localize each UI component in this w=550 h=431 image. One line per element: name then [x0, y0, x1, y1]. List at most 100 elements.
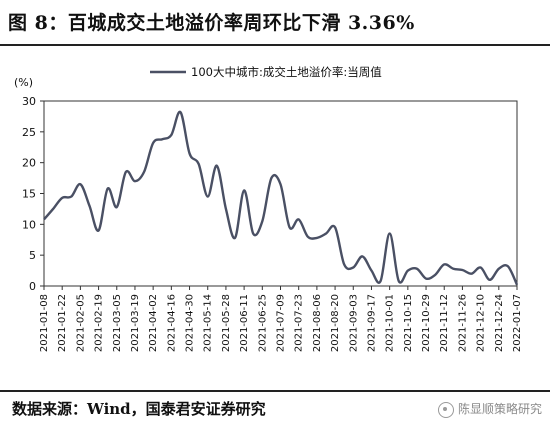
x-tick-label: 2021-02-19	[94, 294, 105, 352]
data-point	[179, 111, 181, 113]
data-point	[88, 205, 90, 207]
x-tick-label: 2021-04-30	[185, 294, 196, 352]
x-tick-label: 2021-08-06	[312, 294, 323, 352]
x-tick-label: 2021-04-16	[166, 294, 177, 352]
data-point	[134, 180, 136, 182]
x-tick-label: 2021-02-05	[75, 294, 86, 352]
data-point	[470, 272, 472, 274]
x-tick-label: 2021-01-22	[57, 294, 68, 352]
x-tick-label: 2021-10-29	[421, 294, 432, 352]
data-point	[188, 152, 190, 154]
figure-title: 图 8：百城成交土地溢价率周环比下滑 3.36%	[8, 12, 415, 34]
y-tick-label: 5	[29, 249, 36, 262]
data-point	[216, 165, 218, 167]
watermark: 陈显顺策略研究	[437, 400, 542, 418]
data-point	[143, 171, 145, 173]
data-point	[116, 206, 118, 208]
y-tick-label: 25	[22, 126, 36, 139]
figure-header: 图 8：百城成交土地溢价率周环比下滑 3.36%	[0, 0, 550, 46]
top-rule	[0, 44, 550, 46]
data-point	[498, 268, 500, 270]
bottom-rule	[0, 390, 550, 392]
data-point	[170, 134, 172, 136]
x-tick-label: 2021-12-10	[476, 294, 487, 352]
y-tick-label: 10	[22, 218, 36, 231]
data-point	[452, 268, 454, 270]
data-point	[334, 226, 336, 228]
x-tick-label: 2021-12-24	[494, 294, 505, 352]
data-point	[443, 263, 445, 265]
data-point	[434, 274, 436, 276]
series-line	[43, 110, 519, 286]
data-point	[307, 235, 309, 237]
data-point	[152, 142, 154, 144]
watermark-text: 陈显顺策略研究	[457, 402, 542, 416]
data-point	[288, 226, 290, 228]
x-tick-label: 2021-03-19	[130, 294, 141, 352]
data-point	[97, 229, 99, 231]
data-point	[379, 280, 381, 282]
data-point	[489, 279, 491, 281]
line-chart: (%) 0 5 10 15 20 25 30 2021-01-08 2021-01-22 2021-…	[14, 65, 523, 352]
data-point	[61, 197, 63, 199]
data-point	[325, 232, 327, 234]
data-point	[425, 277, 427, 279]
data-point	[270, 177, 272, 179]
data-point	[370, 269, 372, 271]
wechat-icon	[437, 401, 454, 418]
data-point	[388, 232, 390, 234]
data-point	[279, 183, 281, 185]
plot-frame	[43, 100, 518, 287]
data-point	[79, 183, 81, 185]
data-point	[234, 237, 236, 239]
x-tick-label: 2021-11-12	[439, 294, 450, 352]
x-tick-label: 2022-01-07	[512, 294, 523, 352]
data-point	[461, 269, 463, 271]
data-point	[361, 255, 363, 257]
data-point	[398, 280, 400, 282]
y-axis-label: (%)	[14, 76, 33, 89]
y-tick-label: 15	[22, 188, 36, 201]
data-point	[161, 138, 163, 140]
x-tick-label: 2021-09-03	[348, 294, 359, 352]
data-point	[297, 218, 299, 220]
x-tick-label: 2021-10-15	[403, 294, 414, 352]
data-point	[225, 208, 227, 210]
data-point	[252, 232, 254, 234]
data-point	[407, 269, 409, 271]
x-tick-label: 2021-01-08	[39, 294, 50, 352]
data-point	[125, 171, 127, 173]
data-point	[352, 266, 354, 268]
x-tick-label: 2021-06-11	[239, 294, 250, 352]
data-point	[70, 195, 72, 197]
x-tick-label: 2021-05-14	[203, 294, 214, 352]
source-note: 数据来源：Wind，国泰君安证券研究	[12, 400, 266, 418]
x-tick-label: 2021-06-25	[257, 294, 268, 352]
data-point	[507, 265, 509, 267]
x-tick-label: 2021-10-01	[385, 294, 396, 352]
data-point	[207, 195, 209, 197]
data-point	[316, 237, 318, 239]
data-point	[416, 268, 418, 270]
y-tick-label: 20	[22, 157, 36, 170]
legend-label: 100大中城市:成交土地溢价率:当周值	[191, 65, 382, 79]
data-point	[343, 263, 345, 265]
x-tick-label: 2021-08-20	[330, 294, 341, 352]
data-point	[52, 208, 54, 210]
x-tick-label: 2021-07-23	[294, 294, 305, 352]
data-point	[43, 218, 45, 220]
x-tick-label: 2021-04-02	[148, 294, 159, 352]
data-point	[106, 187, 108, 189]
x-tick-label: 2021-03-05	[112, 294, 123, 352]
x-tick-label: 2021-09-17	[366, 294, 377, 352]
data-point	[261, 220, 263, 222]
x-tick-label: 2021-11-26	[457, 294, 468, 352]
data-point	[479, 266, 481, 268]
x-tick-label: 2021-07-09	[276, 294, 287, 352]
y-tick-label: 0	[29, 280, 36, 293]
y-tick-label: 30	[22, 95, 36, 108]
data-point	[243, 189, 245, 191]
data-point	[516, 284, 518, 286]
data-point	[197, 163, 199, 165]
x-tick-label: 2021-05-28	[221, 294, 232, 352]
